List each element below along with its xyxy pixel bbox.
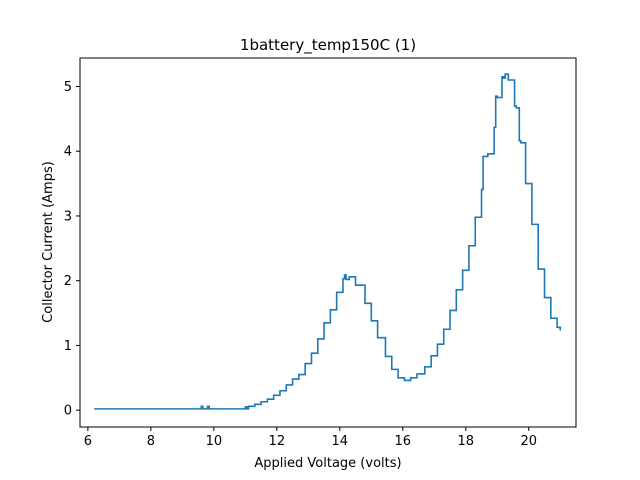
x-tick-label: 10 <box>206 434 223 449</box>
y-tick-label: 5 <box>64 80 72 95</box>
y-tick-label: 2 <box>64 274 72 289</box>
y-axis-ticks: 0 1 2 3 4 5 <box>64 80 80 419</box>
x-tick-label: 14 <box>332 434 349 449</box>
series-line <box>94 73 562 410</box>
chart-title: 1battery_temp150C (1) <box>240 36 416 55</box>
plot-area <box>79 57 577 428</box>
y-tick-label: 4 <box>64 145 72 160</box>
x-axis-label: Applied Voltage (volts) <box>254 456 401 471</box>
y-axis-label: Collector Current (Amps) <box>41 161 56 323</box>
x-tick-label: 16 <box>395 434 412 449</box>
x-tick-label: 20 <box>520 434 537 449</box>
y-tick-label: 1 <box>64 339 72 354</box>
x-axis-ticks: 6 8 10 12 14 16 18 20 <box>84 427 537 449</box>
x-tick-label: 6 <box>84 434 92 449</box>
x-tick-label: 18 <box>458 434 475 449</box>
x-tick-label: 12 <box>269 434 286 449</box>
x-tick-label: 8 <box>147 434 155 449</box>
y-tick-label: 0 <box>64 404 72 419</box>
y-tick-label: 3 <box>64 209 72 224</box>
